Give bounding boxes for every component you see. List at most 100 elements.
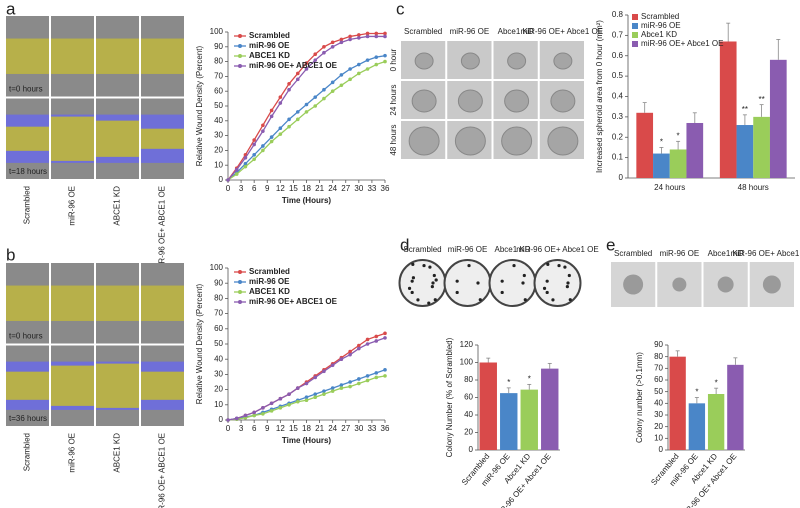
bar [500, 393, 518, 450]
point [287, 82, 291, 86]
legend-marker [238, 300, 242, 304]
point [295, 386, 300, 390]
x-tick-label: 3 [239, 424, 244, 433]
point [261, 148, 265, 153]
y-tick-label: 0 [219, 415, 224, 424]
y-tick-label: 20 [654, 422, 663, 431]
x-tick-label: 30 [354, 184, 363, 193]
image-label: Scrambled [23, 433, 32, 471]
point [313, 52, 318, 56]
image-label: Scrambled [23, 186, 32, 224]
x-tick-label: 18 [302, 424, 311, 433]
point [322, 389, 326, 393]
point [383, 331, 387, 336]
point [313, 392, 318, 396]
x-tick-label: 27 [341, 184, 350, 193]
y-axis-label: Colony number (>0.1mm) [635, 352, 644, 443]
point [339, 73, 344, 77]
image-column-label: Scrambled [403, 245, 441, 254]
y-tick-label: 80 [214, 294, 223, 303]
spheroid [547, 126, 579, 156]
colony [546, 262, 550, 266]
image-label: ABCE1 KD [113, 433, 122, 473]
colony [500, 279, 504, 283]
y-tick-label: 70 [654, 363, 663, 372]
point [357, 62, 361, 67]
image-row-label: 48 hours [389, 124, 398, 155]
colony [566, 281, 570, 285]
point [374, 375, 379, 380]
y-tick-label: 0.1 [612, 153, 624, 162]
spheroid [454, 126, 486, 156]
spheroid [414, 52, 434, 70]
y-tick-label: 10 [654, 433, 663, 442]
point [357, 343, 361, 348]
wound-area [51, 365, 94, 406]
point [365, 374, 370, 378]
point [365, 67, 370, 71]
image-column-label: Scrambled [404, 27, 442, 36]
bar [520, 389, 538, 450]
colony [478, 298, 482, 302]
legend-label: miR-96 OE [641, 21, 681, 30]
point [330, 45, 335, 49]
point [252, 138, 256, 142]
x-tick-label: 24 [328, 184, 337, 193]
time-label: t=0 hours [9, 85, 43, 94]
wound-area [51, 116, 94, 161]
legend-marker [238, 270, 242, 274]
point [278, 101, 283, 105]
bar [669, 356, 686, 450]
point [348, 352, 352, 357]
x-tick-label: 0 [226, 424, 231, 433]
point [348, 384, 352, 389]
panel-label: c [396, 0, 405, 18]
significance: * [695, 388, 698, 397]
y-tick-label: 60 [214, 86, 223, 95]
point [365, 34, 370, 39]
point [269, 401, 274, 406]
point [295, 117, 300, 122]
colony [431, 281, 435, 285]
point [261, 412, 265, 416]
point [357, 36, 361, 40]
colony [512, 263, 516, 268]
colony [545, 290, 549, 295]
y-tick-label: 90 [214, 278, 223, 287]
legend-label: ABCE1 KD [249, 287, 290, 296]
x-axis-label: Time (Hours) [282, 196, 332, 205]
point [287, 124, 291, 129]
bar [636, 112, 654, 178]
colony [522, 273, 526, 278]
point [374, 371, 379, 375]
point [383, 53, 387, 58]
y-axis-label: Relative Wound Density (Percent) [195, 45, 204, 166]
y-tick-label: 0.7 [612, 30, 624, 39]
x-tick-label: 9 [265, 184, 270, 193]
point [374, 334, 379, 339]
point [304, 381, 309, 386]
point [348, 34, 352, 39]
image-column-label: Abce1 KD [494, 245, 530, 254]
colony [565, 285, 569, 289]
x-tick-label: 36 [381, 184, 390, 193]
image-row-label: 24 hours [389, 84, 398, 115]
x-tick-label: 15 [289, 184, 298, 193]
point [287, 87, 291, 92]
point [322, 87, 326, 92]
image-label: miR-96 OE [68, 433, 77, 473]
wound-area [6, 38, 49, 74]
point [322, 50, 326, 55]
x-tick-label: 21 [315, 184, 324, 193]
wound-area [6, 126, 49, 151]
y-tick-label: 40 [214, 116, 223, 125]
legend-label: Abce1 KD [641, 30, 677, 39]
point [269, 135, 274, 139]
y-tick-label: 10 [214, 160, 223, 169]
point [287, 392, 291, 396]
point [374, 34, 379, 39]
point [287, 403, 291, 407]
point [357, 377, 361, 381]
point [261, 406, 265, 410]
legend-label: Scrambled [249, 267, 290, 276]
